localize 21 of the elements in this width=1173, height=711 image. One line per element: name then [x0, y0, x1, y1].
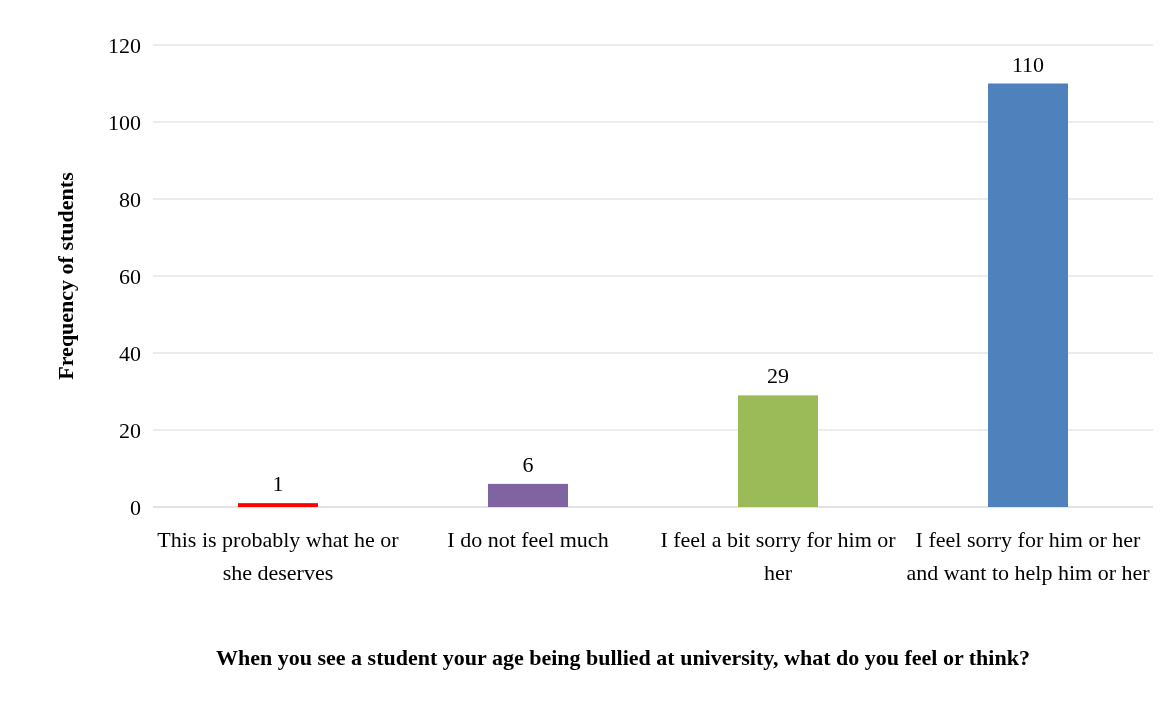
data-label: 110: [1011, 51, 1045, 77]
data-label: 6: [522, 451, 534, 477]
y-axis-title: Frequency of students: [53, 171, 78, 380]
x-tick-label: I feel a bit sorry for him or her: [660, 527, 897, 585]
x-tick-label: I do not feel much: [447, 527, 609, 552]
y-tick-label: 80: [119, 186, 141, 212]
y-tick-label: 20: [119, 417, 141, 443]
bar: [738, 395, 818, 507]
y-tick-label: 0: [130, 494, 141, 520]
data-label: 29: [767, 363, 789, 389]
y-tick-label: 100: [108, 109, 141, 135]
bar: [238, 503, 318, 507]
bar: [488, 483, 568, 507]
x-tick-label: I feel sorry for him or her and want to help him or her: [906, 527, 1151, 585]
y-tick-label: 120: [108, 32, 141, 58]
y-tick-label: 60: [119, 263, 141, 289]
y-tick-label: 40: [119, 340, 141, 366]
x-axis-title: When you see a student your age being bullied at university, what do you feel or think?: [216, 645, 1030, 670]
data-label: 1: [272, 471, 284, 497]
x-tick-label: This is probably what he or she deserves: [157, 527, 400, 585]
bar: [988, 83, 1068, 507]
